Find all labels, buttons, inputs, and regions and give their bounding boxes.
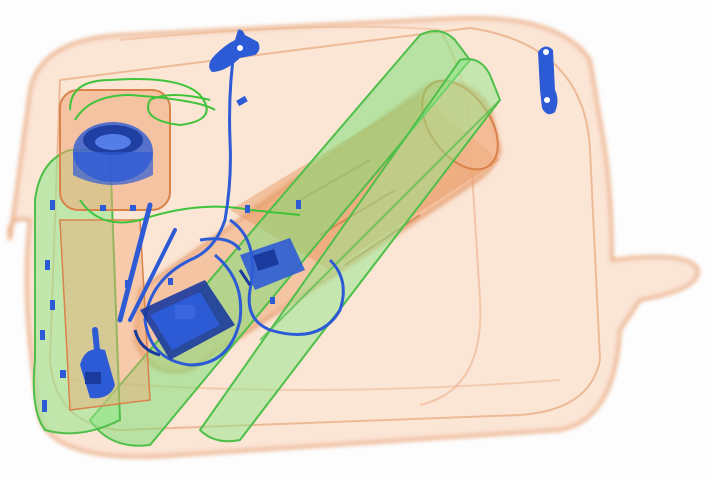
small-metal-screws <box>125 200 301 304</box>
central-device <box>133 280 235 360</box>
top-clip <box>209 29 260 107</box>
bottom-left-metal-part <box>80 349 115 399</box>
round-metal-object <box>73 122 153 185</box>
battery-component <box>238 238 305 290</box>
key-object <box>538 46 558 115</box>
